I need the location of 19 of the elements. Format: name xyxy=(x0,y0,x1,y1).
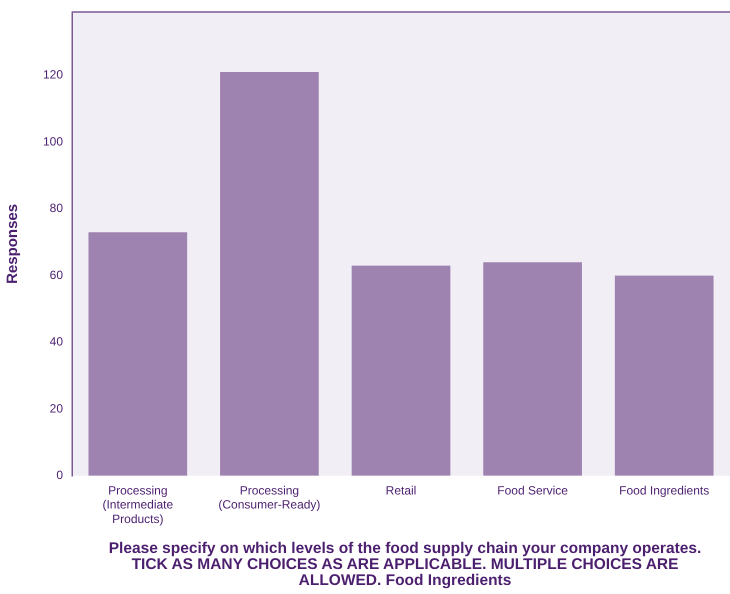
y-tick-label: 40 xyxy=(50,334,64,349)
bar xyxy=(352,266,450,476)
y-tick-label: 0 xyxy=(56,468,64,482)
bar xyxy=(483,262,582,476)
x-tick-label: Retail xyxy=(386,483,416,498)
x-tick-label: Food Service xyxy=(497,483,568,498)
x-tick-label: Processing (Consumer-Ready) xyxy=(218,483,320,512)
y-tick-label: 80 xyxy=(50,201,64,216)
x-tick-label: Processing (Intermediate Products) xyxy=(102,483,174,526)
bar xyxy=(220,72,319,476)
y-tick-label: 20 xyxy=(50,401,64,416)
x-tick-label: Food Ingredients xyxy=(619,483,710,498)
bar xyxy=(614,276,714,476)
y-tick-label: 120 xyxy=(42,68,64,82)
y-tick-label: 60 xyxy=(50,268,64,282)
y-tick-label: 100 xyxy=(42,134,64,148)
bar xyxy=(88,232,188,476)
y-axis-title: Responses xyxy=(4,204,22,284)
x-axis-title: Please specify on which levels of the food supply chain your company operates. TICK AS MANY CHOICES AS ARE APPLICABLE. MULTIPLE CHOICES ARE ALLOWED. Food Ingredients xyxy=(108,540,702,589)
